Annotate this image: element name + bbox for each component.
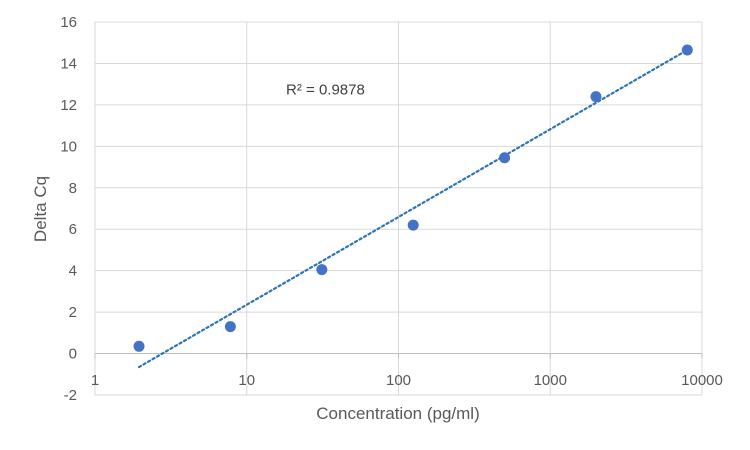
axes bbox=[94, 353, 703, 359]
y-tick-label: -2 bbox=[64, 387, 77, 404]
data-point bbox=[407, 219, 419, 231]
y-tick-label: 2 bbox=[69, 304, 77, 321]
x-tick-label: 1000 bbox=[534, 372, 567, 389]
y-tick-label: 8 bbox=[69, 180, 77, 197]
y-tick-label: 4 bbox=[69, 263, 77, 280]
x-tick-label: 10000 bbox=[681, 372, 723, 389]
tick-labels: -2 0 2 4 6 8 10 12 14 16 1 10 100 1000 10000 bbox=[60, 14, 723, 404]
trendline bbox=[137, 48, 689, 369]
x-tick-label: 1 bbox=[91, 372, 99, 389]
y-tick-label: 12 bbox=[60, 97, 77, 114]
data-point bbox=[133, 340, 145, 352]
y-tick-label: 6 bbox=[69, 221, 77, 238]
data-points bbox=[133, 44, 693, 352]
data-point bbox=[316, 264, 328, 276]
y-axis-title: Delta Cq bbox=[31, 176, 50, 242]
y-tick-label: 16 bbox=[60, 14, 77, 31]
x-tick-label: 100 bbox=[386, 372, 411, 389]
y-tick-label: 14 bbox=[60, 55, 77, 72]
gridlines bbox=[94, 21, 703, 396]
data-point bbox=[499, 152, 511, 164]
x-tick-label: 10 bbox=[238, 372, 255, 389]
r-squared-annotation: R² = 0.9878 bbox=[286, 81, 365, 98]
data-point bbox=[681, 44, 693, 56]
x-axis-title: Concentration (pg/ml) bbox=[316, 404, 479, 423]
y-tick-label: 10 bbox=[60, 138, 77, 155]
data-point bbox=[224, 321, 236, 333]
trendline-group bbox=[137, 48, 689, 369]
y-tick-label: 0 bbox=[69, 346, 77, 363]
data-point bbox=[590, 91, 602, 103]
